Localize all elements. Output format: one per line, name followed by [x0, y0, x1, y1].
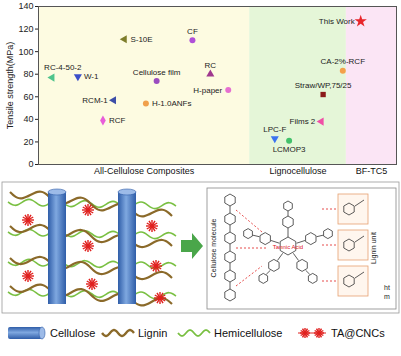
- svg-text:H-paper: H-paper: [193, 86, 222, 95]
- svg-text:0: 0: [28, 159, 33, 169]
- svg-text:80: 80: [23, 69, 33, 79]
- svg-text:LCMOP3: LCMOP3: [273, 145, 306, 154]
- svg-text:120: 120: [18, 24, 33, 34]
- svg-text:CF: CF: [187, 27, 198, 36]
- svg-text:60: 60: [23, 92, 33, 102]
- svg-text:Hemicellulose: Hemicellulose: [214, 327, 282, 339]
- svg-text:RCM-1: RCM-1: [82, 96, 108, 105]
- svg-text:RC: RC: [205, 61, 217, 70]
- svg-text:H-1.0ANFs: H-1.0ANFs: [152, 99, 192, 108]
- svg-text:Tensile strength(MPa): Tensile strength(MPa): [5, 42, 15, 130]
- svg-text:Cellulose molecule: Cellulose molecule: [210, 219, 217, 278]
- svg-text:S-10E: S-10E: [130, 35, 152, 44]
- svg-text:RC-4-50-2: RC-4-50-2: [44, 63, 82, 72]
- svg-text:40: 40: [23, 114, 33, 124]
- svg-text:W-1: W-1: [84, 72, 99, 81]
- svg-text:RCF: RCF: [109, 116, 126, 125]
- svg-text:TA@CNCs: TA@CNCs: [331, 327, 385, 339]
- svg-text:m: m: [384, 293, 390, 300]
- svg-text:Cellulose film: Cellulose film: [133, 68, 181, 77]
- svg-text:BF-TC5: BF-TC5: [356, 166, 388, 176]
- svg-text:ht: ht: [384, 284, 390, 291]
- svg-text:Cellulose: Cellulose: [50, 327, 95, 339]
- svg-text:CA-2%-RCF: CA-2%-RCF: [321, 57, 366, 66]
- svg-text:Tannic Acid: Tannic Acid: [273, 244, 303, 250]
- svg-text:100: 100: [18, 47, 33, 57]
- svg-text:140: 140: [18, 1, 33, 11]
- svg-text:Lignin unit: Lignin unit: [370, 232, 378, 264]
- svg-text:20: 20: [23, 137, 33, 147]
- svg-text:Straw/WP,75/25: Straw/WP,75/25: [295, 81, 352, 90]
- svg-text:Lignocellulose: Lignocellulose: [270, 166, 327, 176]
- svg-text:Lignin: Lignin: [138, 327, 167, 339]
- svg-text:LPC-F: LPC-F: [263, 125, 286, 134]
- svg-text:This Work: This Work: [319, 17, 356, 26]
- svg-text:Films 2: Films 2: [290, 117, 316, 126]
- svg-text:All-Cellulose Composites: All-Cellulose Composites: [94, 166, 195, 176]
